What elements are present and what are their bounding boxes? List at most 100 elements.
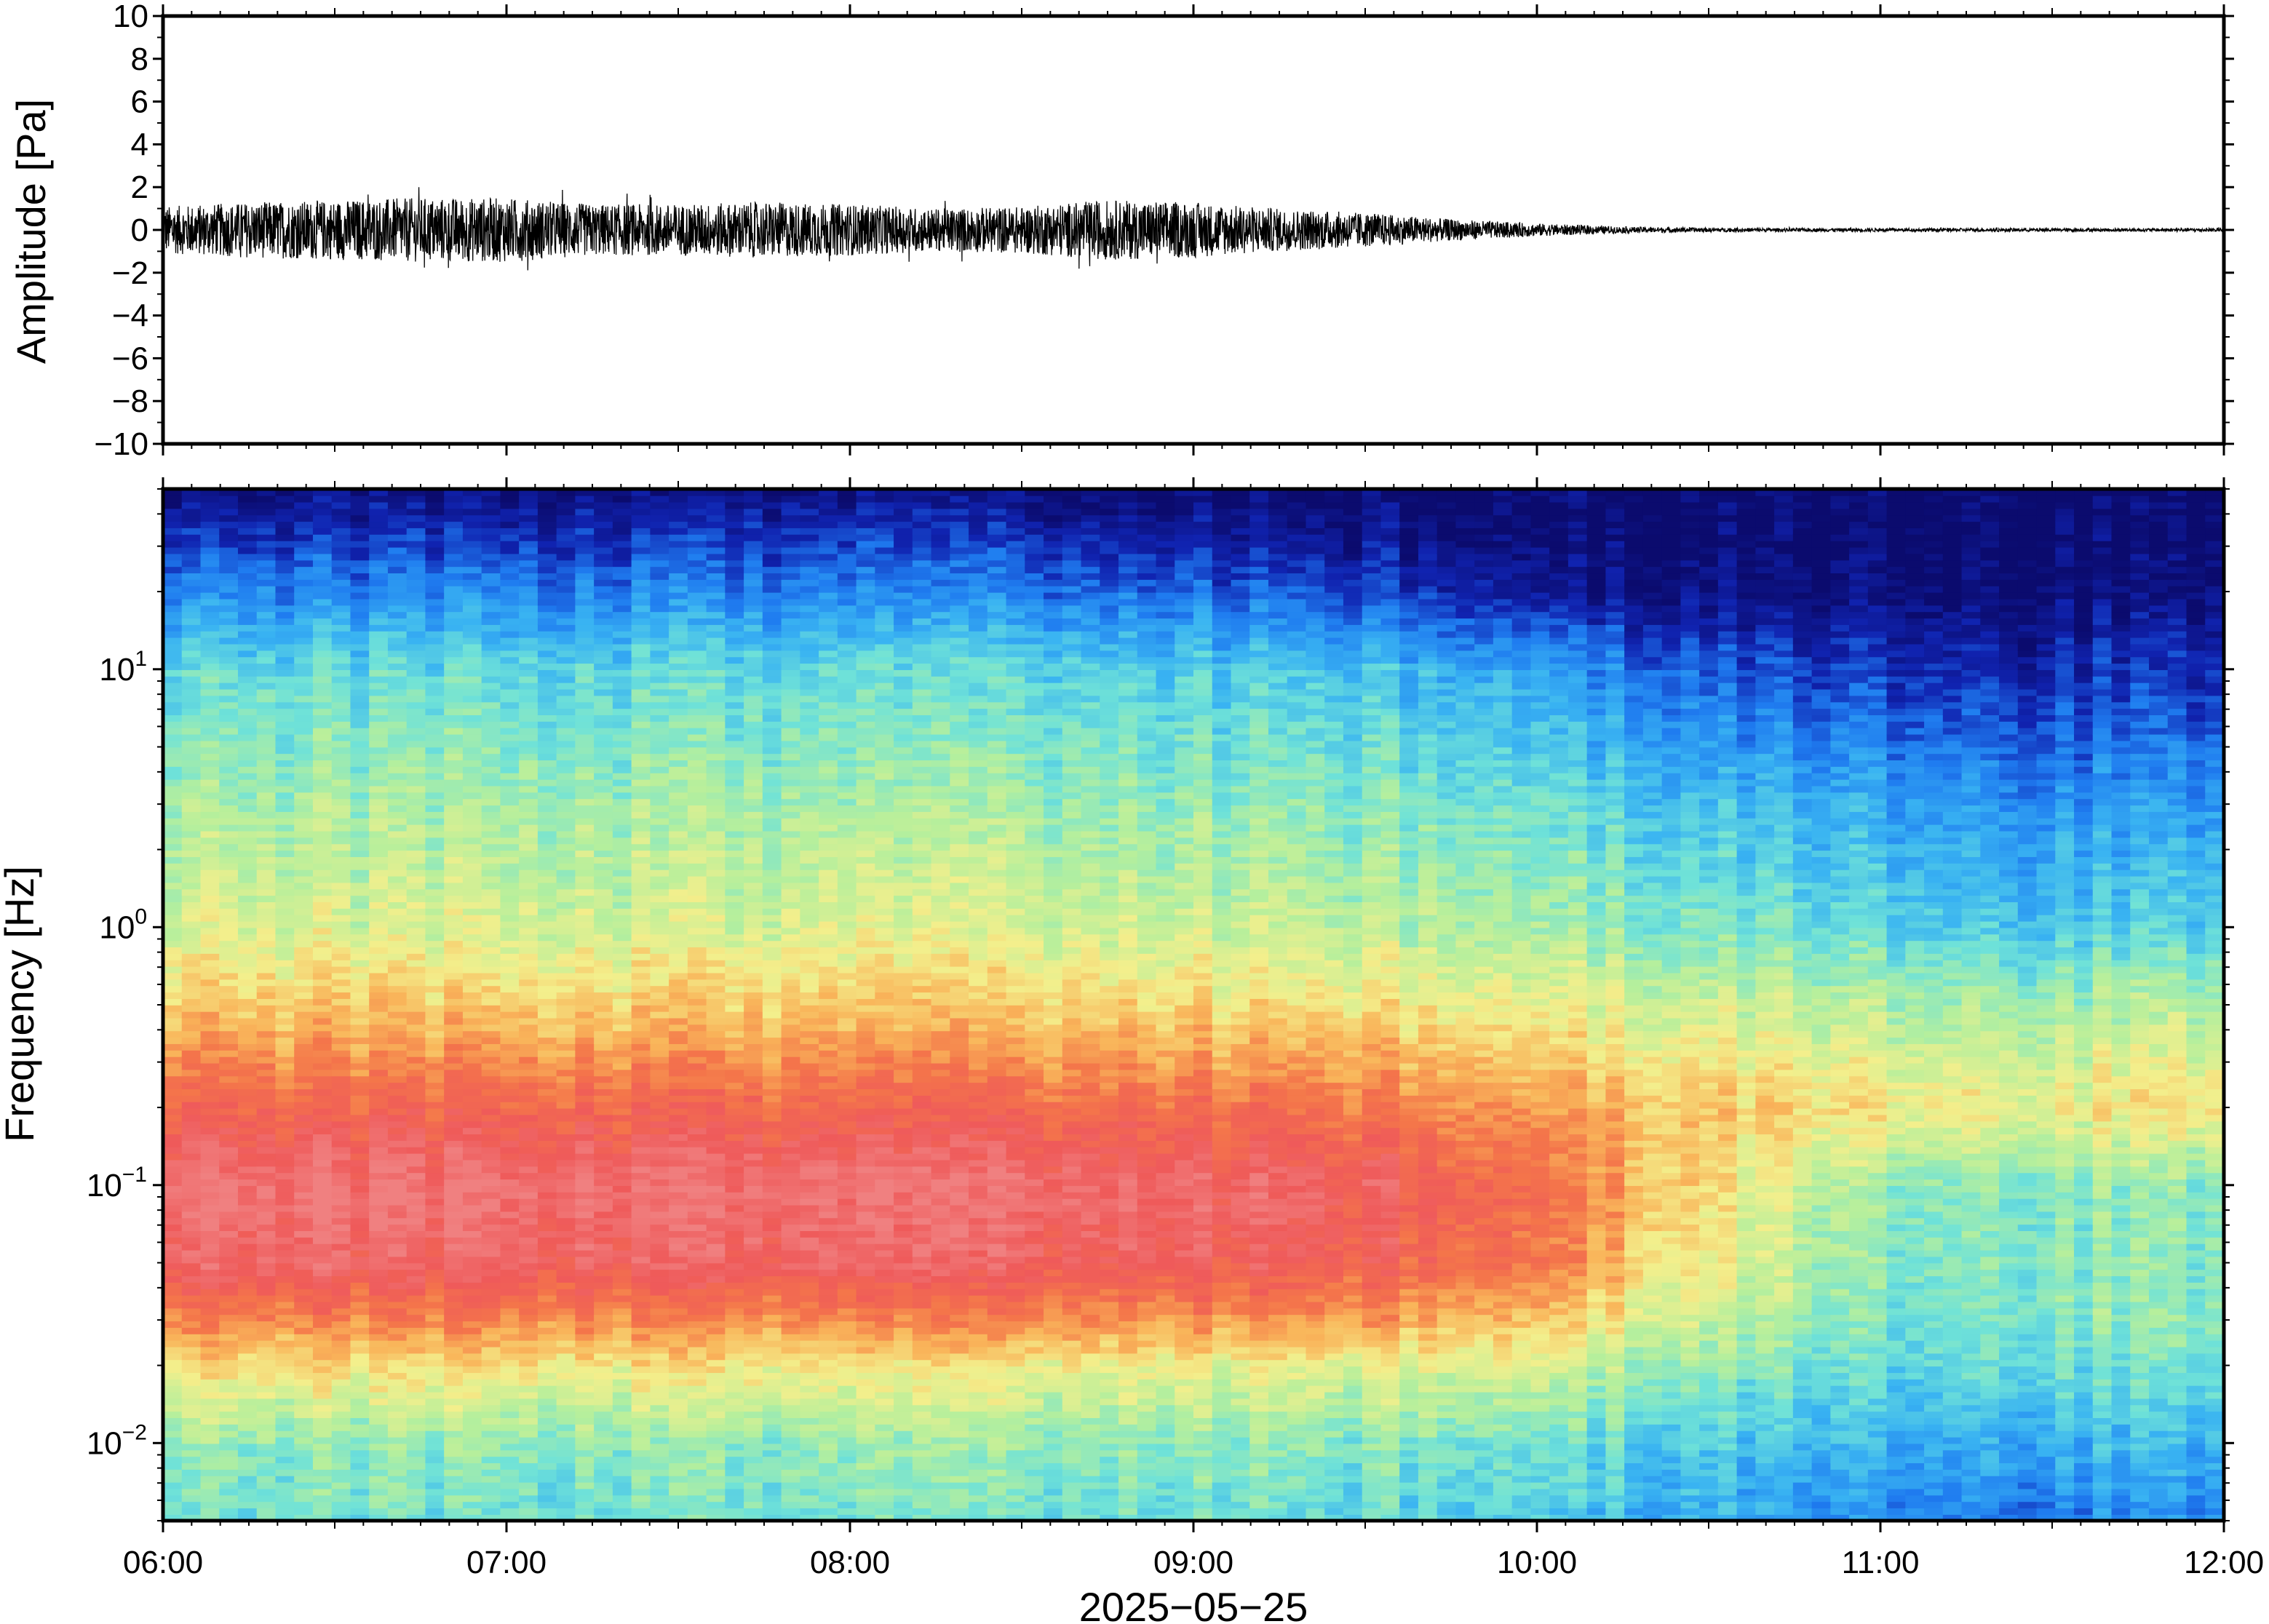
spectrogram-cell — [669, 1037, 688, 1044]
spectrogram-cell — [200, 1082, 220, 1089]
spectrogram-cell — [313, 1005, 333, 1012]
spectrogram-cell — [519, 1379, 539, 1386]
spectrogram-cell — [707, 947, 726, 954]
spectrogram-cell — [275, 528, 295, 535]
spectrogram-cell — [613, 502, 632, 509]
spectrogram-cell — [332, 637, 351, 645]
spectrogram-cell — [200, 1456, 220, 1463]
spectrogram-cell — [407, 1489, 426, 1496]
spectrogram-cell — [350, 1308, 370, 1315]
spectrogram-cell — [407, 618, 426, 625]
spectrogram-cell — [650, 1372, 669, 1380]
spectrogram-cell — [688, 696, 707, 703]
spectrogram-cell — [707, 650, 726, 658]
spectrogram-cell — [219, 1462, 239, 1470]
spectrogram-cell — [650, 1147, 669, 1154]
spectrogram-cell — [238, 908, 258, 915]
spectrogram-cell — [519, 869, 539, 877]
spectrogram-cell — [632, 915, 651, 922]
spectrogram-cell — [163, 1424, 183, 1431]
spectrogram-cell — [613, 1275, 632, 1283]
spectrogram-cell — [519, 631, 539, 638]
spectrogram-cell — [482, 1289, 501, 1296]
spectrogram-cell — [313, 1501, 333, 1508]
spectrogram-cell — [313, 998, 333, 1006]
spectrogram-cell — [219, 618, 239, 625]
spectrogram-cell — [538, 1075, 557, 1083]
spectrogram-cell — [425, 1037, 445, 1044]
spectrogram-cell — [538, 1147, 557, 1154]
spectrogram-cell — [219, 1456, 239, 1463]
spectrogram-cell — [388, 721, 408, 728]
spectrogram-cell — [632, 992, 651, 999]
spectrogram-cell — [463, 1205, 482, 1212]
spectrogram-cell — [388, 1005, 408, 1012]
spectrogram-cell — [538, 850, 557, 857]
spectrogram-cell — [182, 715, 202, 722]
spectrogram-cell — [238, 1140, 258, 1147]
spectrogram-cell — [688, 1243, 707, 1251]
spectrogram-cell — [388, 934, 408, 942]
spectrogram-cell — [425, 850, 445, 857]
spectrogram-cell — [407, 521, 426, 528]
spectrogram-cell — [519, 1030, 539, 1038]
spectrogram-cell — [444, 554, 464, 561]
spectrogram-cell — [200, 818, 220, 825]
spectrogram-cell — [557, 824, 576, 832]
spectrogram-cell — [688, 663, 707, 670]
spectrogram-cell — [350, 895, 370, 902]
spectrogram-cell — [575, 979, 595, 987]
spectrogram-cell — [444, 928, 464, 935]
spectrogram-cell — [650, 1462, 669, 1470]
spectrogram-cell — [407, 1430, 426, 1438]
spectrogram-cell — [463, 779, 482, 787]
spectrogram-cell — [725, 779, 744, 787]
spectrogram-cell — [519, 908, 539, 915]
spectrogram-cell — [313, 1476, 333, 1483]
spectrogram-cell — [200, 1392, 220, 1399]
spectrogram-cell — [219, 1489, 239, 1496]
spectrogram-cell — [219, 1392, 239, 1399]
spectrogram-cell — [594, 1166, 613, 1174]
spectrogram-cell — [350, 856, 370, 864]
spectrogram-cell — [407, 966, 426, 974]
spectrogram-cell — [182, 547, 202, 554]
spectrogram-cell — [219, 1476, 239, 1483]
spectrogram-cell — [369, 1334, 389, 1341]
spectrogram-cell — [388, 1359, 408, 1366]
spectrogram-cell — [725, 888, 744, 896]
spectrogram-cell — [257, 1088, 277, 1096]
spectrogram-cell — [613, 1205, 632, 1212]
spectrogram-cell — [519, 876, 539, 883]
spectrogram-cell — [350, 715, 370, 722]
spectrogram-cell — [182, 1211, 202, 1219]
spectrogram-cell — [688, 1121, 707, 1129]
spectrogram-cell — [688, 721, 707, 728]
spectrogram-cell — [669, 1347, 688, 1354]
spectrogram-cell — [650, 1043, 669, 1051]
spectrogram-cell — [575, 1224, 595, 1231]
spectrogram-cell — [650, 940, 669, 947]
spectrogram-cell — [182, 883, 202, 890]
spectrogram-cell — [369, 1327, 389, 1334]
spectrogram-cell — [163, 773, 183, 780]
spectrogram-cell — [482, 1115, 501, 1122]
spectrogram-cell — [725, 1121, 744, 1129]
spectrogram-cell — [557, 1392, 576, 1399]
spectrogram-cell — [632, 1314, 651, 1321]
spectrogram-cell — [407, 1018, 426, 1025]
spectrogram-cell — [669, 824, 688, 832]
spectrogram-cell — [707, 998, 726, 1006]
spectrogram-cell — [294, 1211, 314, 1219]
spectrogram-cell — [369, 992, 389, 999]
spectrogram-cell — [575, 766, 595, 773]
spectrogram-cell — [350, 1011, 370, 1019]
spectrogram-cell — [500, 1166, 520, 1174]
spectrogram-cell — [519, 1444, 539, 1451]
spectrogram-cell — [257, 502, 277, 509]
spectrogram-cell — [688, 1417, 707, 1425]
spectrogram-cell — [557, 753, 576, 760]
spectrogram-cell — [594, 1353, 613, 1361]
spectrogram-cell — [519, 1430, 539, 1438]
spectrogram-cell — [257, 650, 277, 658]
